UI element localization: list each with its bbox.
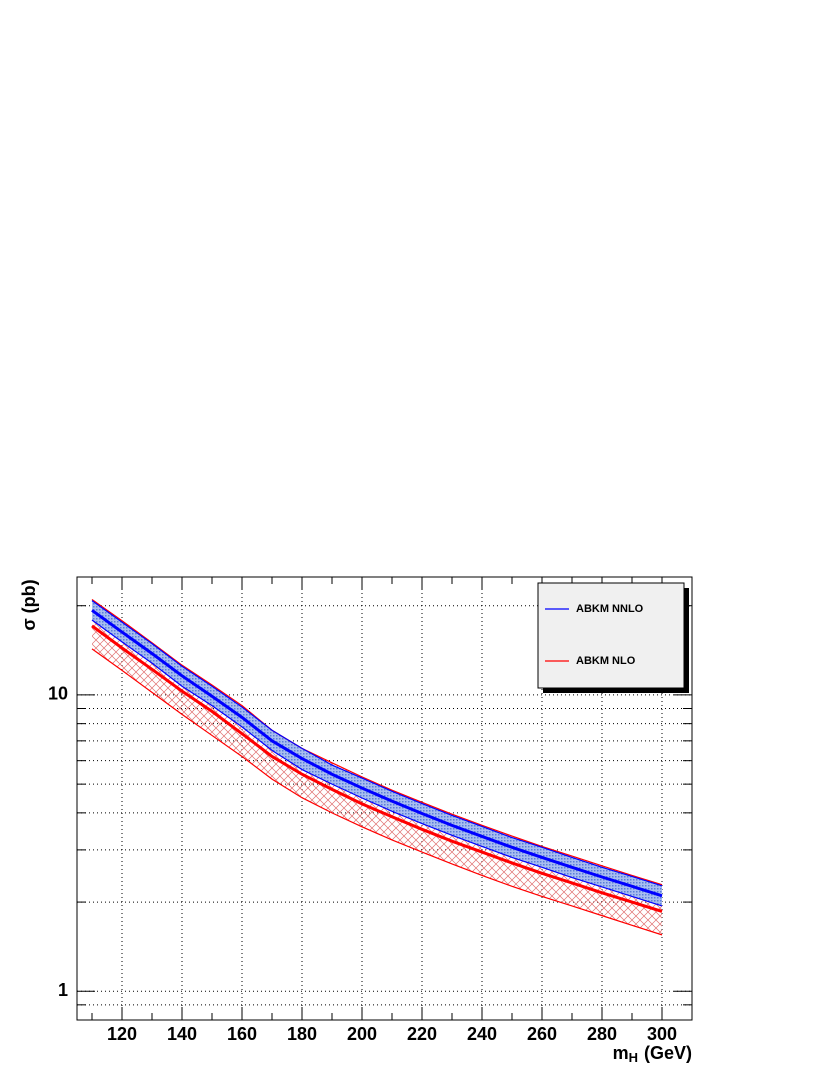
x-tick-label: 120 [107,1024,137,1044]
x-tick-label: 200 [347,1024,377,1044]
legend: ABKM NNLO ABKM NLO [537,582,689,693]
x-axis-title-suffix: (GeV) [644,1043,692,1063]
legend-label: ABKM NNLO [576,603,644,615]
band-edge [91,598,663,886]
plot-area [91,598,663,936]
y-tick-label: 10 [48,684,68,704]
x-axis-title-base: m [613,1043,629,1063]
uncertainty-band [92,600,662,906]
legend-label: ABKM NLO [576,655,636,667]
x-tick-label: 280 [587,1024,617,1044]
ticks: 120 140 160 180 200 220 240 260 280 300 1 10 [48,577,692,1044]
y-axis-title: σ (pb) [19,579,39,630]
band-edge [91,619,663,907]
x-tick-label: 300 [647,1024,677,1044]
x-tick-label: 180 [287,1024,317,1044]
x-tick-label: 240 [467,1024,497,1044]
x-axis-title: mH (GeV) [613,1043,692,1066]
x-tick-label: 140 [167,1024,197,1044]
band-edge [91,600,663,887]
y-tick-label: 1 [58,980,68,1000]
frame [76,576,693,1021]
x-tick-label: 160 [227,1024,257,1044]
x-axis-title-subscript: H [629,1050,638,1065]
central-line [91,624,663,913]
band-edge [91,648,663,936]
x-tick-label: 260 [527,1024,557,1044]
x-tick-label: 220 [407,1024,437,1044]
legend-box [537,582,685,689]
central-line [91,609,663,898]
